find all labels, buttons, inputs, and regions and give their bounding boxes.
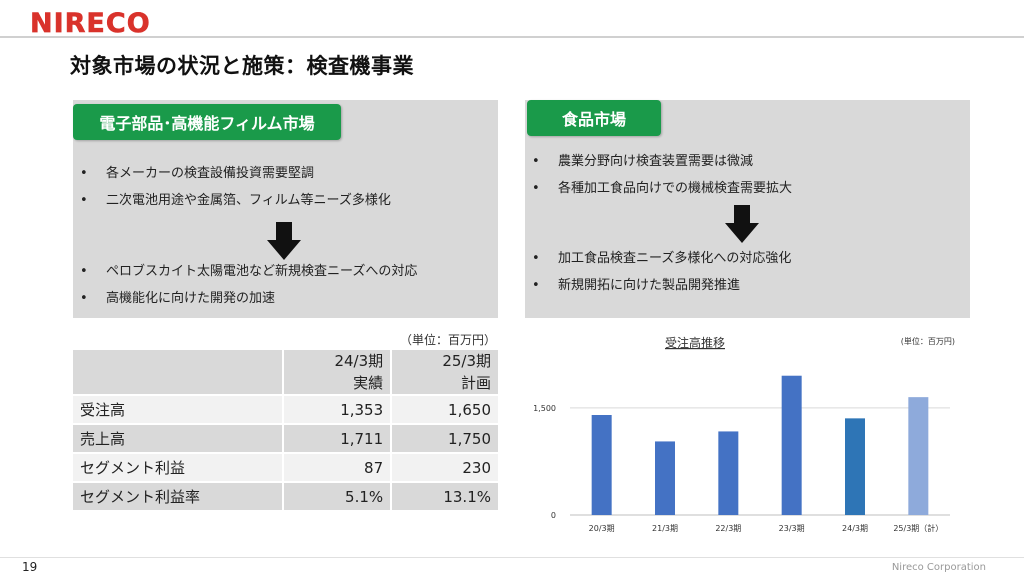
page-title: 対象市場の状況と施策：検査機事業 — [70, 54, 414, 78]
bar-20/3期 — [591, 415, 612, 515]
x-tick-label: 25/3期（計） — [893, 523, 943, 533]
footer-divider — [0, 557, 1024, 558]
food-measures-list: 加工食品検査ニーズ多様化への対応強化 新規開拓に向けた製品開発推進 — [532, 245, 791, 299]
row-value-fy24: 1,711 — [282, 423, 391, 452]
chart-y-ticks: 0 1,500 — [533, 404, 556, 520]
down-arrow-icon — [725, 205, 759, 243]
electronics-status-list: 各メーカーの検査設備投資需要堅調 二次電池用途や金属箔、フィルム等ニーズ多様化 — [80, 160, 391, 214]
row-value-fy24: 5.1% — [282, 481, 391, 510]
segment-results-table: 24/3期 実績 25/3期 計画 受注高 1,353 1,650 売上高 1,… — [73, 350, 498, 510]
list-item: 加工食品検査ニーズ多様化への対応強化 — [532, 245, 791, 272]
header-type: 計画 — [460, 374, 491, 392]
chart-unit-label: (単位：百万円) — [901, 336, 955, 346]
list-item: 新規開拓に向けた製品開発推進 — [532, 272, 791, 299]
header-period: 24/3期 — [334, 352, 384, 370]
chart-bars — [591, 375, 929, 515]
row-label: 売上高 — [73, 423, 283, 452]
x-tick-label: 21/3期 — [652, 524, 678, 533]
list-item: 高機能化に向けた開発の加速 — [80, 285, 417, 312]
table-row: セグメント利益率 5.1% 13.1% — [73, 481, 498, 510]
table-row: 売上高 1,711 1,750 — [73, 423, 498, 452]
header-divider — [0, 36, 1024, 38]
list-item: 農業分野向け検査装置需要は微減 — [532, 148, 792, 175]
electronics-measures-list: ペロブスカイト太陽電池など新規検査ニーズへの対応 高機能化に向けた開発の加速 — [80, 258, 417, 312]
row-value-fy24: 1,353 — [282, 394, 391, 423]
row-label: セグメント利益率 — [73, 481, 283, 510]
chart-x-ticks: 20/3期 21/3期 22/3期 23/3期 24/3期 25/3期（計） — [589, 523, 944, 533]
nireco-logo: NIRECO — [30, 8, 151, 36]
food-status-list: 農業分野向け検査装置需要は微減 各種加工食品向けでの機械検査需要拡大 — [532, 148, 792, 202]
svg-text:NIRECO: NIRECO — [30, 8, 151, 36]
table-row: セグメント利益 87 230 — [73, 452, 498, 481]
down-arrow-icon — [267, 222, 301, 260]
bar-24/3期 — [845, 418, 865, 515]
row-value-fy25: 1,650 — [390, 394, 498, 423]
row-value-fy25: 1,750 — [390, 423, 498, 452]
table-header-fy25: 25/3期 計画 — [390, 350, 498, 394]
food-market-tag: 食品市場 — [527, 100, 661, 136]
row-value-fy25: 230 — [390, 452, 498, 481]
row-value-fy24: 87 — [282, 452, 391, 481]
list-item: ペロブスカイト太陽電池など新規検査ニーズへの対応 — [80, 258, 417, 285]
bar-21/3期 — [655, 441, 675, 515]
chart-title: 受注高推移 — [665, 335, 725, 350]
footer-company-name: Nireco Corporation — [891, 562, 986, 573]
electronics-film-market-tag: 電子部品･高機能フィルム市場 — [73, 104, 341, 140]
bar-22/3期 — [718, 431, 739, 515]
row-value-fy25: 13.1% — [390, 481, 498, 510]
table-unit-label: （単位：百万円） — [400, 333, 497, 347]
x-tick-label: 23/3期 — [779, 524, 805, 533]
bar-25/3期（計） — [908, 397, 929, 515]
list-item: 二次電池用途や金属箔、フィルム等ニーズ多様化 — [80, 187, 391, 214]
table-header-fy24: 24/3期 実績 — [282, 350, 391, 394]
chart-gridlines — [570, 407, 950, 516]
orders-bar-chart: 受注高推移 (単位：百万円) 0 1,500 20/3期 21/3期 22/3期 23/… — [533, 335, 955, 533]
y-tick-label: 1,500 — [533, 404, 556, 413]
row-label: 受注高 — [73, 394, 283, 423]
y-tick-label: 0 — [551, 511, 556, 520]
table-row: 受注高 1,353 1,650 — [73, 394, 498, 423]
x-tick-label: 22/3期 — [715, 524, 741, 533]
bar-23/3期 — [781, 375, 802, 515]
header-type: 実績 — [353, 374, 384, 392]
header-period: 25/3期 — [442, 352, 491, 370]
list-item: 各メーカーの検査設備投資需要堅調 — [80, 160, 391, 187]
list-item: 各種加工食品向けでの機械検査需要拡大 — [532, 175, 792, 202]
x-tick-label: 24/3期 — [842, 524, 868, 533]
row-label: セグメント利益 — [73, 452, 283, 481]
page-number: 19 — [22, 560, 38, 574]
table-header-row: 24/3期 実績 25/3期 計画 — [73, 350, 498, 394]
table-header-blank — [73, 350, 283, 394]
x-tick-label: 20/3期 — [589, 524, 615, 533]
